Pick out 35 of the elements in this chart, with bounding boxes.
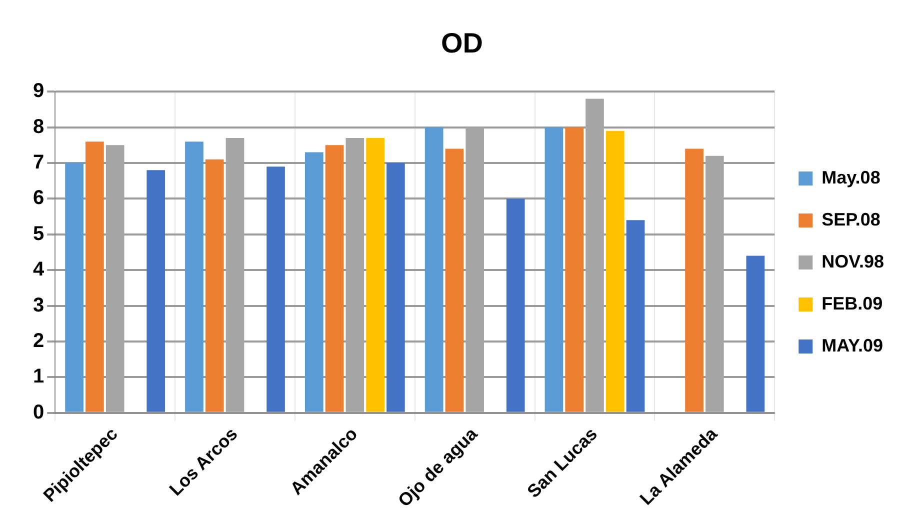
chart-title: OD <box>441 28 483 59</box>
legend-label: May.08 <box>822 167 880 188</box>
bar <box>366 138 384 412</box>
bar <box>626 220 645 412</box>
legend-label: NOV.98 <box>822 251 884 272</box>
bar <box>205 159 224 412</box>
bar <box>445 148 464 412</box>
y-tick-label: 3 <box>33 294 44 316</box>
bar <box>146 170 166 412</box>
bar <box>506 198 525 412</box>
y-tick-label: 4 <box>33 258 45 281</box>
y-tick-label: 8 <box>33 116 44 138</box>
bar <box>386 162 405 412</box>
bar <box>65 162 84 412</box>
y-tick-label: 9 <box>33 80 44 102</box>
bar <box>685 148 704 412</box>
y-tick-label: 6 <box>33 187 44 210</box>
bar <box>565 127 584 412</box>
legend-label: MAY.09 <box>822 335 883 356</box>
bar <box>544 127 564 412</box>
y-tick-label: 1 <box>33 366 44 388</box>
bar <box>86 142 104 412</box>
bar <box>266 166 285 412</box>
legend-label: FEB.09 <box>822 293 883 314</box>
bar <box>325 145 344 412</box>
y-tick-label: 5 <box>33 222 44 245</box>
bar <box>304 152 324 412</box>
y-tick-label: 2 <box>33 330 44 352</box>
bar <box>424 127 444 412</box>
bar <box>185 142 204 412</box>
y-tick-label: 7 <box>33 152 44 174</box>
bar <box>746 256 765 412</box>
legend-label: SEP.08 <box>822 209 880 230</box>
y-tick-label: 0 <box>33 401 44 424</box>
bar <box>606 130 624 412</box>
